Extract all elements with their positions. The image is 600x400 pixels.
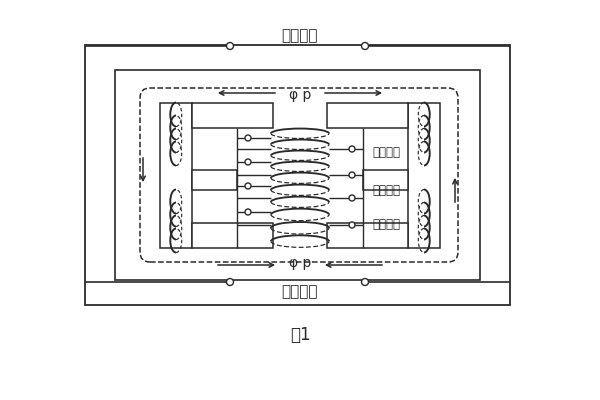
Text: 制动绕组: 制动绕组 — [282, 284, 318, 300]
Circle shape — [245, 159, 251, 165]
Circle shape — [227, 42, 233, 50]
Bar — [327, 103, 408, 128]
Bar — [192, 170, 237, 190]
Circle shape — [361, 278, 368, 286]
Bar — [115, 70, 480, 280]
Text: φ p: φ p — [289, 256, 311, 270]
Bar — [363, 170, 408, 190]
Circle shape — [227, 278, 233, 286]
Bar — [327, 223, 408, 248]
Text: 二次绕组: 二次绕组 — [282, 28, 318, 44]
Text: φ p: φ p — [289, 88, 311, 102]
Circle shape — [245, 183, 251, 189]
Text: 图1: 图1 — [290, 326, 310, 344]
Text: 工作绕组: 工作绕组 — [372, 218, 400, 232]
Circle shape — [349, 172, 355, 178]
Circle shape — [245, 135, 251, 141]
Bar — [408, 103, 440, 248]
Circle shape — [349, 146, 355, 152]
Circle shape — [349, 195, 355, 201]
Bar — [192, 103, 273, 128]
Circle shape — [245, 209, 251, 215]
Bar — [85, 45, 510, 305]
Bar — [160, 103, 192, 248]
Circle shape — [361, 42, 368, 50]
Bar — [192, 223, 273, 248]
Text: 平衡绕组: 平衡绕组 — [372, 146, 400, 160]
Circle shape — [349, 222, 355, 228]
Text: 平衡绕组: 平衡绕组 — [372, 184, 400, 196]
